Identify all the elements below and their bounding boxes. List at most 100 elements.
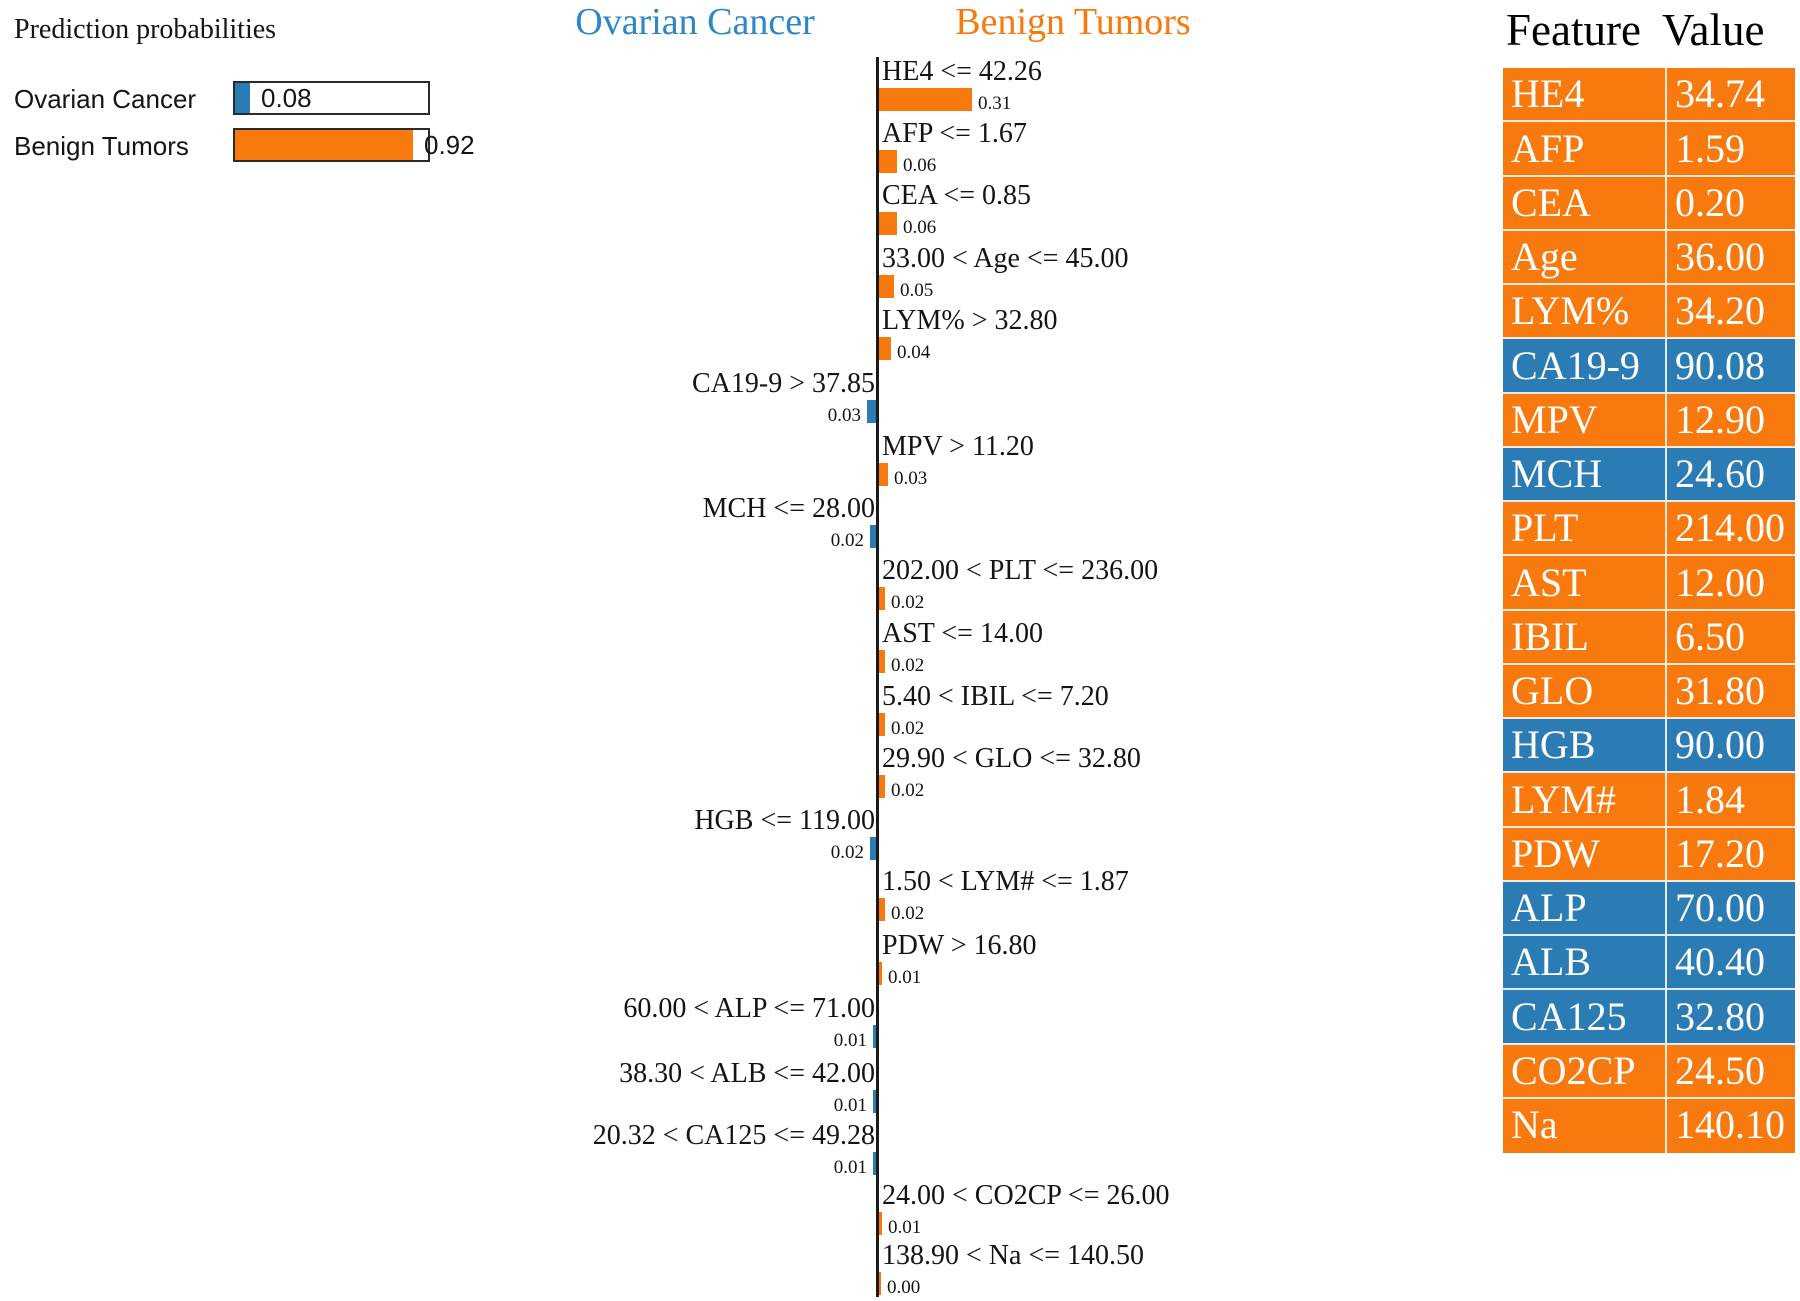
weight-value: 0.02 [830,530,864,551]
feature-row: IBIL 6.50 [1503,611,1795,665]
feature-row: LYM% 34.20 [1503,285,1795,339]
feature-row: CA125 32.80 [1503,990,1795,1045]
weight-value: 0.02 [830,842,864,863]
feature-row: MPV 12.90 [1503,394,1795,448]
feature-value-cell: 36.00 [1675,234,1765,279]
feature-name-cell: PLT [1503,502,1667,554]
feature-rule-label: CA19-9 > 37.85 [691,368,875,399]
feature-rule-label: 20.32 < CA125 <= 49.28 [592,1120,875,1151]
feature-row: CA19-9 90.08 [1503,339,1795,394]
weight-value: 0.03 [827,405,861,426]
probability-value: 0.92 [424,130,475,160]
feature-row: ALB 40.40 [1503,936,1795,990]
prediction-class-label: Benign Tumors [14,131,189,161]
feature-value-cell: 6.50 [1675,614,1745,659]
axis-line [876,57,879,1297]
weight-value: 0.02 [891,655,925,676]
weight-value: 0.02 [891,780,925,801]
feature-row: AST 12.00 [1503,556,1795,611]
feature-rule-label: AFP <= 1.67 [882,118,1027,149]
class-header-benign-tumors: Benign Tumors [955,1,1191,43]
weight-bar [879,337,891,360]
weight-value: 0.06 [903,217,937,238]
weight-value: 0.02 [891,718,925,739]
feature-row: Age 36.00 [1503,231,1795,285]
feature-value-cell: 90.08 [1675,343,1765,388]
weight-value: 0.00 [887,1277,921,1298]
weight-bar [870,525,876,548]
feature-row: PDW 17.20 [1503,828,1795,882]
feature-rule-label: 5.40 < IBIL <= 7.20 [882,681,1109,712]
feature-name-cell: ALB [1503,936,1667,988]
feature-rule-label: 60.00 < ALP <= 71.00 [623,993,875,1024]
weight-value: 0.01 [833,1095,867,1116]
feature-rule-label: LYM% > 32.80 [882,305,1058,336]
weight-bar [879,212,897,235]
feature-name-cell: CA19-9 [1503,339,1667,392]
feature-value-cell: 0.20 [1675,180,1745,225]
weight-bar [879,650,885,673]
weight-bar [879,587,885,610]
feature-rule-label: 29.90 < GLO <= 32.80 [882,743,1141,774]
weight-bar [879,1212,882,1235]
feature-name-cell: Age [1503,231,1667,283]
feature-row: GLO 31.80 [1503,665,1795,719]
weight-bar [879,713,885,736]
feature-value-cell: 24.60 [1675,451,1765,496]
value-column-header: Value [1662,5,1765,55]
prediction-probabilities-title: Prediction probabilities [14,14,277,45]
feature-value-cell: 70.00 [1675,885,1765,930]
feature-rule-label: MCH <= 28.00 [702,493,875,524]
probability-value: 0.08 [261,83,312,113]
feature-name-cell: CO2CP [1503,1045,1667,1097]
feature-name-cell: PDW [1503,828,1667,880]
probability-bar: 0.08 [233,81,430,115]
feature-row: ALP 70.00 [1503,882,1795,936]
probability-bar: 0.92 [233,128,475,162]
feature-row: LYM# 1.84 [1503,773,1795,828]
feature-value-cell: 12.00 [1675,560,1765,605]
feature-value-cell: 1.84 [1675,777,1745,822]
feature-value-cell: 40.40 [1675,939,1765,984]
feature-rule-label: 1.50 < LYM# <= 1.87 [882,866,1129,897]
class-header-ovarian-cancer: Ovarian Cancer [575,1,815,43]
feature-row: CO2CP 24.50 [1503,1045,1795,1099]
weight-bar [879,898,885,921]
weight-value: 0.01 [833,1157,867,1178]
weight-value: 0.03 [894,468,928,489]
feature-row: MCH 24.60 [1503,448,1795,502]
feature-value-cell: 34.74 [1675,71,1765,116]
feature-name-cell: LYM# [1503,773,1667,826]
feature-row: HE4 34.74 [1503,68,1795,122]
feature-value-cell: 214.00 [1675,505,1785,550]
feature-value-cell: 24.50 [1675,1048,1765,1093]
feature-value-table: HE4 34.74 AFP 1.59 CEA 0.20 Age 36.00 LYM% 34.20 C… [1503,68,1795,1154]
feature-row: AFP 1.59 [1503,122,1795,177]
feature-value-cell: 12.90 [1675,397,1765,442]
weight-value: 0.01 [888,1217,922,1238]
probability-bar-fill [235,130,413,160]
feature-column-header: Feature [1506,5,1641,55]
weight-value: 0.31 [978,93,1012,114]
feature-value-cell: 31.80 [1675,668,1765,713]
weight-value: 0.04 [897,342,931,363]
feature-value-cell: 90.00 [1675,722,1765,767]
feature-value-cell: 17.20 [1675,831,1765,876]
feature-name-cell: LYM% [1503,285,1667,337]
feature-rule-label: 38.30 < ALB <= 42.00 [619,1058,875,1089]
feature-name-cell: IBIL [1503,611,1667,663]
feature-name-cell: ALP [1503,882,1667,934]
weight-value: 0.01 [888,967,922,988]
feature-value-cell: 34.20 [1675,288,1765,333]
feature-row: HGB 90.00 [1503,719,1795,773]
feature-name-cell: CEA [1503,177,1667,229]
weight-value: 0.01 [833,1030,867,1051]
weight-bar [879,88,972,111]
weight-value: 0.06 [903,155,937,176]
feature-name-cell: CA125 [1503,990,1667,1043]
feature-name-cell: AFP [1503,122,1667,175]
feature-rule-label: CEA <= 0.85 [882,180,1032,211]
prediction-class-label: Ovarian Cancer [14,84,197,114]
feature-rule-label: 202.00 < PLT <= 236.00 [882,555,1159,586]
